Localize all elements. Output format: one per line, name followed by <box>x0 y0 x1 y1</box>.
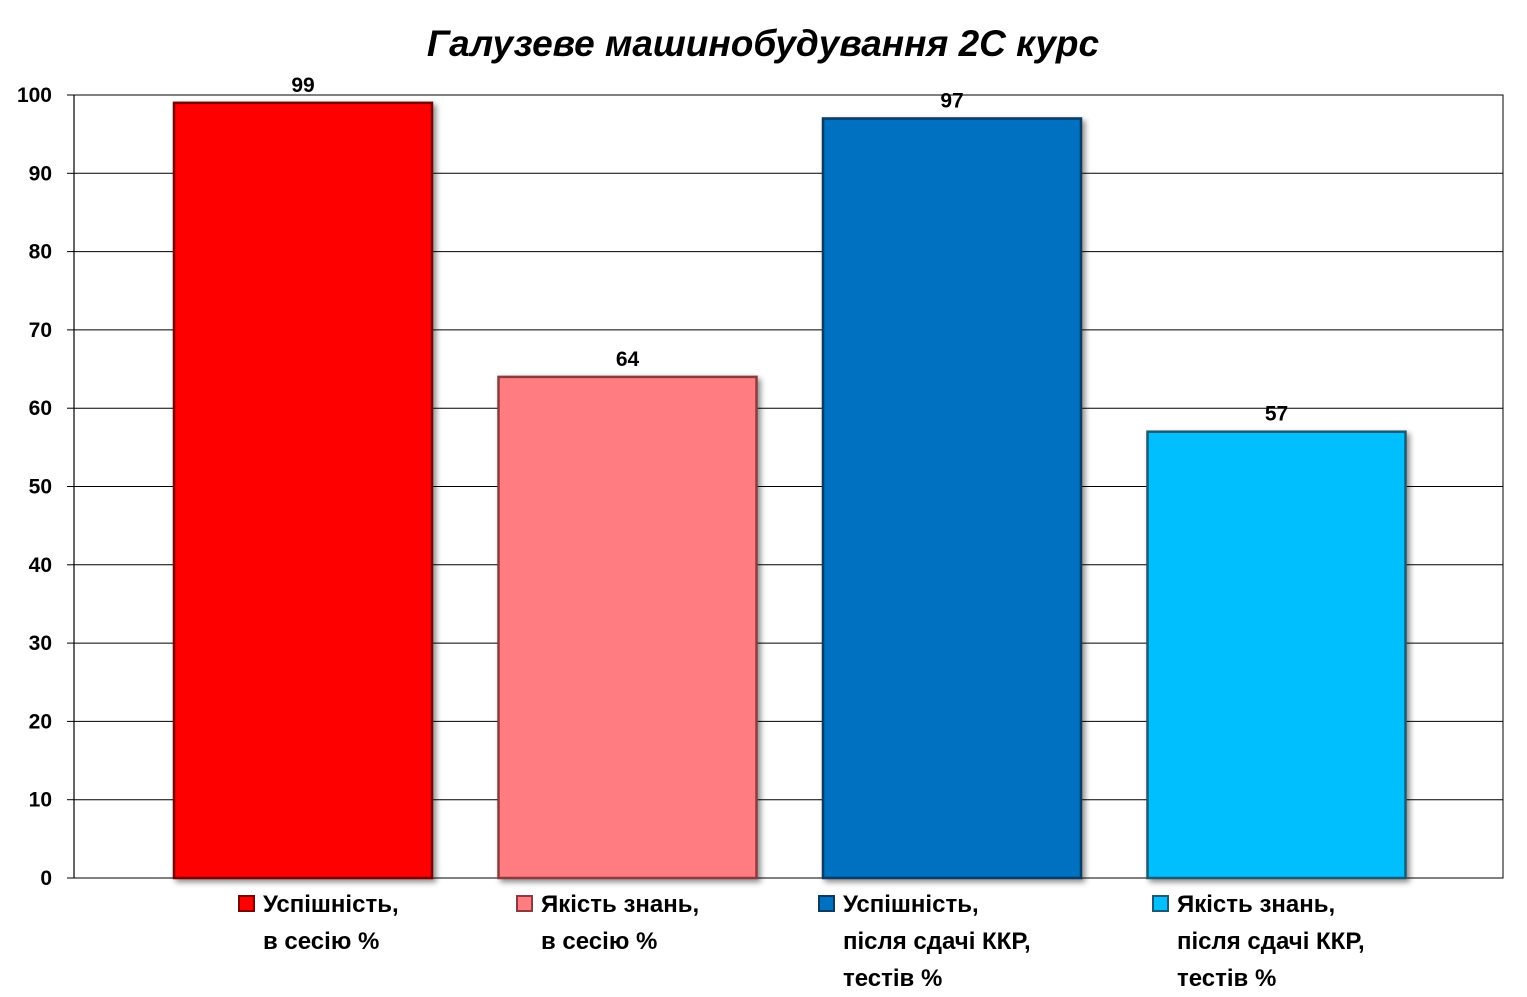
legend-swatch-2 <box>516 895 533 912</box>
y-tick-label-90: 90 <box>29 162 52 185</box>
bar-4 <box>1146 430 1407 880</box>
y-tick-label-0: 0 <box>40 867 52 890</box>
data-label-4: 57 <box>1265 403 1288 426</box>
bar-3 <box>821 117 1083 880</box>
legend-label-4-line-1: Якість знань, <box>1177 891 1335 918</box>
legend-label-4-line-3: тестів % <box>1177 965 1276 992</box>
legend-label-3-line-2: після сдачі ККР, <box>843 928 1031 955</box>
data-label-1: 99 <box>291 74 314 97</box>
y-tick-label-20: 20 <box>29 710 52 733</box>
legend-swatch-3 <box>818 895 835 912</box>
bar-2 <box>497 375 758 880</box>
legend-label-4-line-2: після сдачі ККР, <box>1177 928 1365 955</box>
data-labels: 99 64 97 57 <box>291 74 1288 426</box>
legend-label-3-line-3: тестів % <box>843 965 942 992</box>
legend-swatch-1 <box>238 895 255 912</box>
y-tick-label-80: 80 <box>29 241 52 264</box>
bars <box>172 101 1407 880</box>
legend-label-1-line-2: в сесію % <box>263 928 379 955</box>
y-tick-label-10: 10 <box>29 789 52 812</box>
legend-label-2-line-2: в сесію % <box>541 928 657 955</box>
data-label-2: 64 <box>616 348 640 371</box>
legend-swatch-4 <box>1152 895 1169 912</box>
y-axis: 0 10 20 30 40 50 60 70 80 90 100 <box>17 84 75 890</box>
y-tick-label-100: 100 <box>17 84 52 107</box>
legend-label-1-line-1: Успішність, <box>263 891 399 918</box>
bar-1 <box>172 101 434 880</box>
y-tick-label-70: 70 <box>29 319 52 342</box>
y-tick-label-40: 40 <box>29 554 52 577</box>
data-label-3: 97 <box>940 89 963 112</box>
legend-label-3-line-1: Успішність, <box>843 891 979 918</box>
legend-label-2-line-1: Якість знань, <box>541 891 699 918</box>
y-tick-label-50: 50 <box>29 476 52 499</box>
legend: Успішність, в сесію % Якість знань, в сесію… <box>238 891 1365 992</box>
y-tick-label-60: 60 <box>29 397 52 420</box>
y-tick-label-30: 30 <box>29 632 52 655</box>
chart-title: Галузеве машинобудування 2С курс <box>427 23 1100 64</box>
